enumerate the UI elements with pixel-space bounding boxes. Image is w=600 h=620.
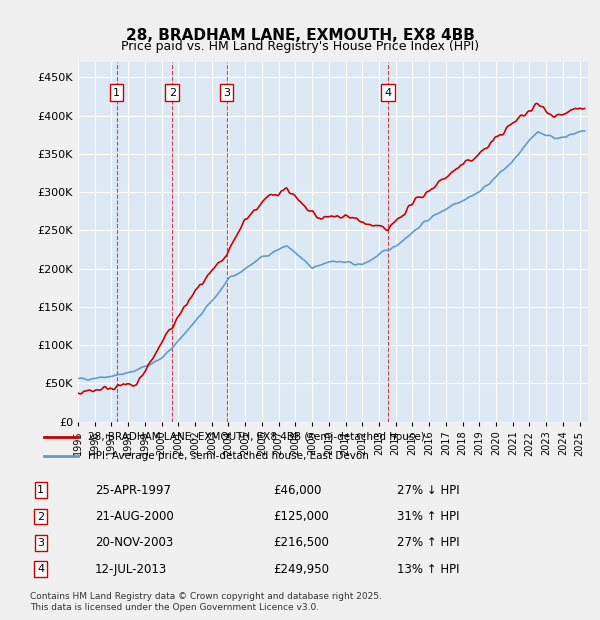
- Text: 21-AUG-2000: 21-AUG-2000: [95, 510, 173, 523]
- Text: 27% ↓ HPI: 27% ↓ HPI: [397, 484, 460, 497]
- Text: 13% ↑ HPI: 13% ↑ HPI: [397, 563, 460, 576]
- Text: 3: 3: [223, 87, 230, 97]
- Text: 20-NOV-2003: 20-NOV-2003: [95, 536, 173, 549]
- Text: £46,000: £46,000: [273, 484, 322, 497]
- Text: 12-JUL-2013: 12-JUL-2013: [95, 563, 167, 576]
- Text: 2: 2: [37, 512, 44, 521]
- Text: Price paid vs. HM Land Registry's House Price Index (HPI): Price paid vs. HM Land Registry's House …: [121, 40, 479, 53]
- Text: £249,950: £249,950: [273, 563, 329, 576]
- Text: £216,500: £216,500: [273, 536, 329, 549]
- Text: This data is licensed under the Open Government Licence v3.0.: This data is licensed under the Open Gov…: [30, 603, 319, 612]
- Text: 1: 1: [37, 485, 44, 495]
- Text: 27% ↑ HPI: 27% ↑ HPI: [397, 536, 460, 549]
- Text: 4: 4: [384, 87, 391, 97]
- Text: 28, BRADHAM LANE, EXMOUTH, EX8 4BB: 28, BRADHAM LANE, EXMOUTH, EX8 4BB: [125, 28, 475, 43]
- Text: 1: 1: [113, 87, 120, 97]
- Text: 3: 3: [37, 538, 44, 548]
- Text: £125,000: £125,000: [273, 510, 329, 523]
- Text: 28, BRADHAM LANE, EXMOUTH, EX8 4BB (semi-detached house): 28, BRADHAM LANE, EXMOUTH, EX8 4BB (semi…: [88, 432, 424, 442]
- Text: 2: 2: [169, 87, 176, 97]
- Text: HPI: Average price, semi-detached house, East Devon: HPI: Average price, semi-detached house,…: [88, 451, 368, 461]
- Text: 4: 4: [37, 564, 44, 574]
- Text: 31% ↑ HPI: 31% ↑ HPI: [397, 510, 460, 523]
- Text: 25-APR-1997: 25-APR-1997: [95, 484, 171, 497]
- Text: Contains HM Land Registry data © Crown copyright and database right 2025.: Contains HM Land Registry data © Crown c…: [30, 592, 382, 601]
